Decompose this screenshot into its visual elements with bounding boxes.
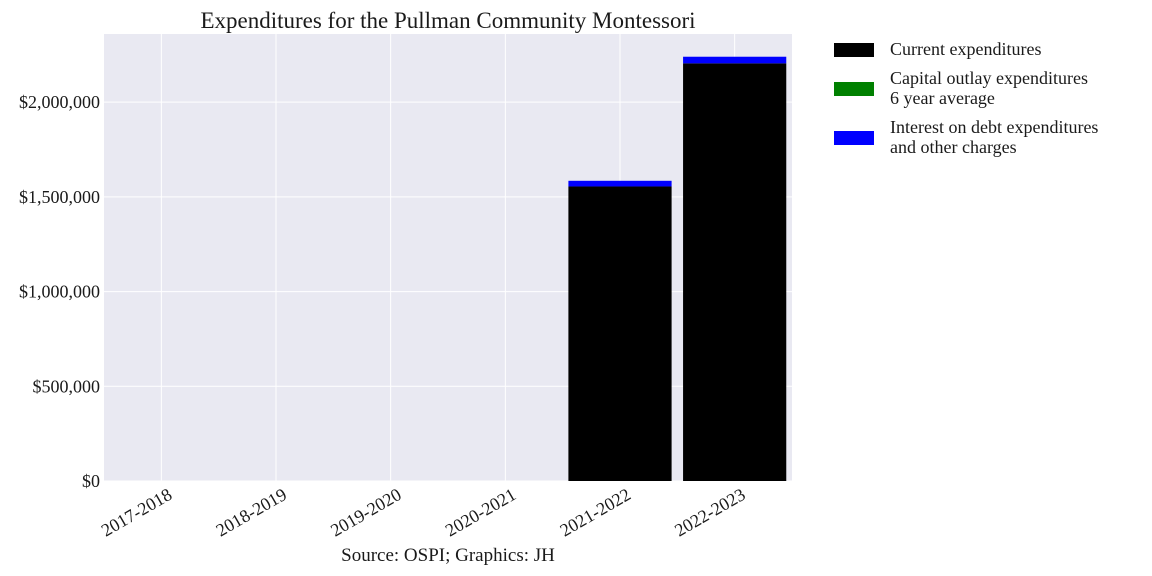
bar-2022-2023-series-0	[683, 63, 787, 481]
plot-area	[104, 34, 792, 481]
bars	[568, 56, 787, 481]
x-tick-label: 2019-2020	[327, 484, 405, 540]
y-tick-label: $0	[82, 471, 100, 491]
x-axis-ticks: 2017-2018 2018-2019 2019-2020 2020-2021 2021…	[98, 484, 749, 540]
x-tick-label: 2020-2021	[442, 484, 520, 540]
y-tick-label: $1,000,000	[19, 282, 100, 302]
legend-label-0: Current expenditures	[890, 39, 1041, 59]
x-tick-label: 2021-2022	[556, 484, 634, 540]
legend-swatch-2	[834, 131, 874, 145]
legend-label-1: Capital outlay expenditures 6 year averag…	[890, 68, 1088, 108]
y-tick-label: $500,000	[33, 376, 101, 396]
y-axis-ticks: $0 $500,000 $1,000,000 $1,500,000 $2,000,000	[19, 92, 100, 491]
bar-2021-2022-series-2	[568, 180, 672, 187]
y-tick-label: $2,000,000	[19, 92, 100, 112]
x-tick-label: 2022-2023	[671, 484, 749, 540]
chart-title: Expenditures for the Pullman Community M…	[200, 8, 695, 33]
bar-2022-2023-series-2	[683, 56, 787, 64]
x-tick-label: 2017-2018	[98, 484, 176, 540]
source-caption: Source: OSPI; Graphics: JH	[341, 545, 555, 566]
legend-swatch-0	[834, 43, 874, 57]
x-tick-label: 2018-2019	[212, 484, 290, 540]
y-tick-label: $1,500,000	[19, 187, 100, 207]
legend: Current expenditures Capital outlay expen…	[834, 39, 1098, 157]
legend-label-2: Interest on debt expenditures and other c…	[890, 117, 1098, 157]
bar-2021-2022-series-0	[568, 186, 672, 481]
legend-swatch-1	[834, 82, 874, 96]
